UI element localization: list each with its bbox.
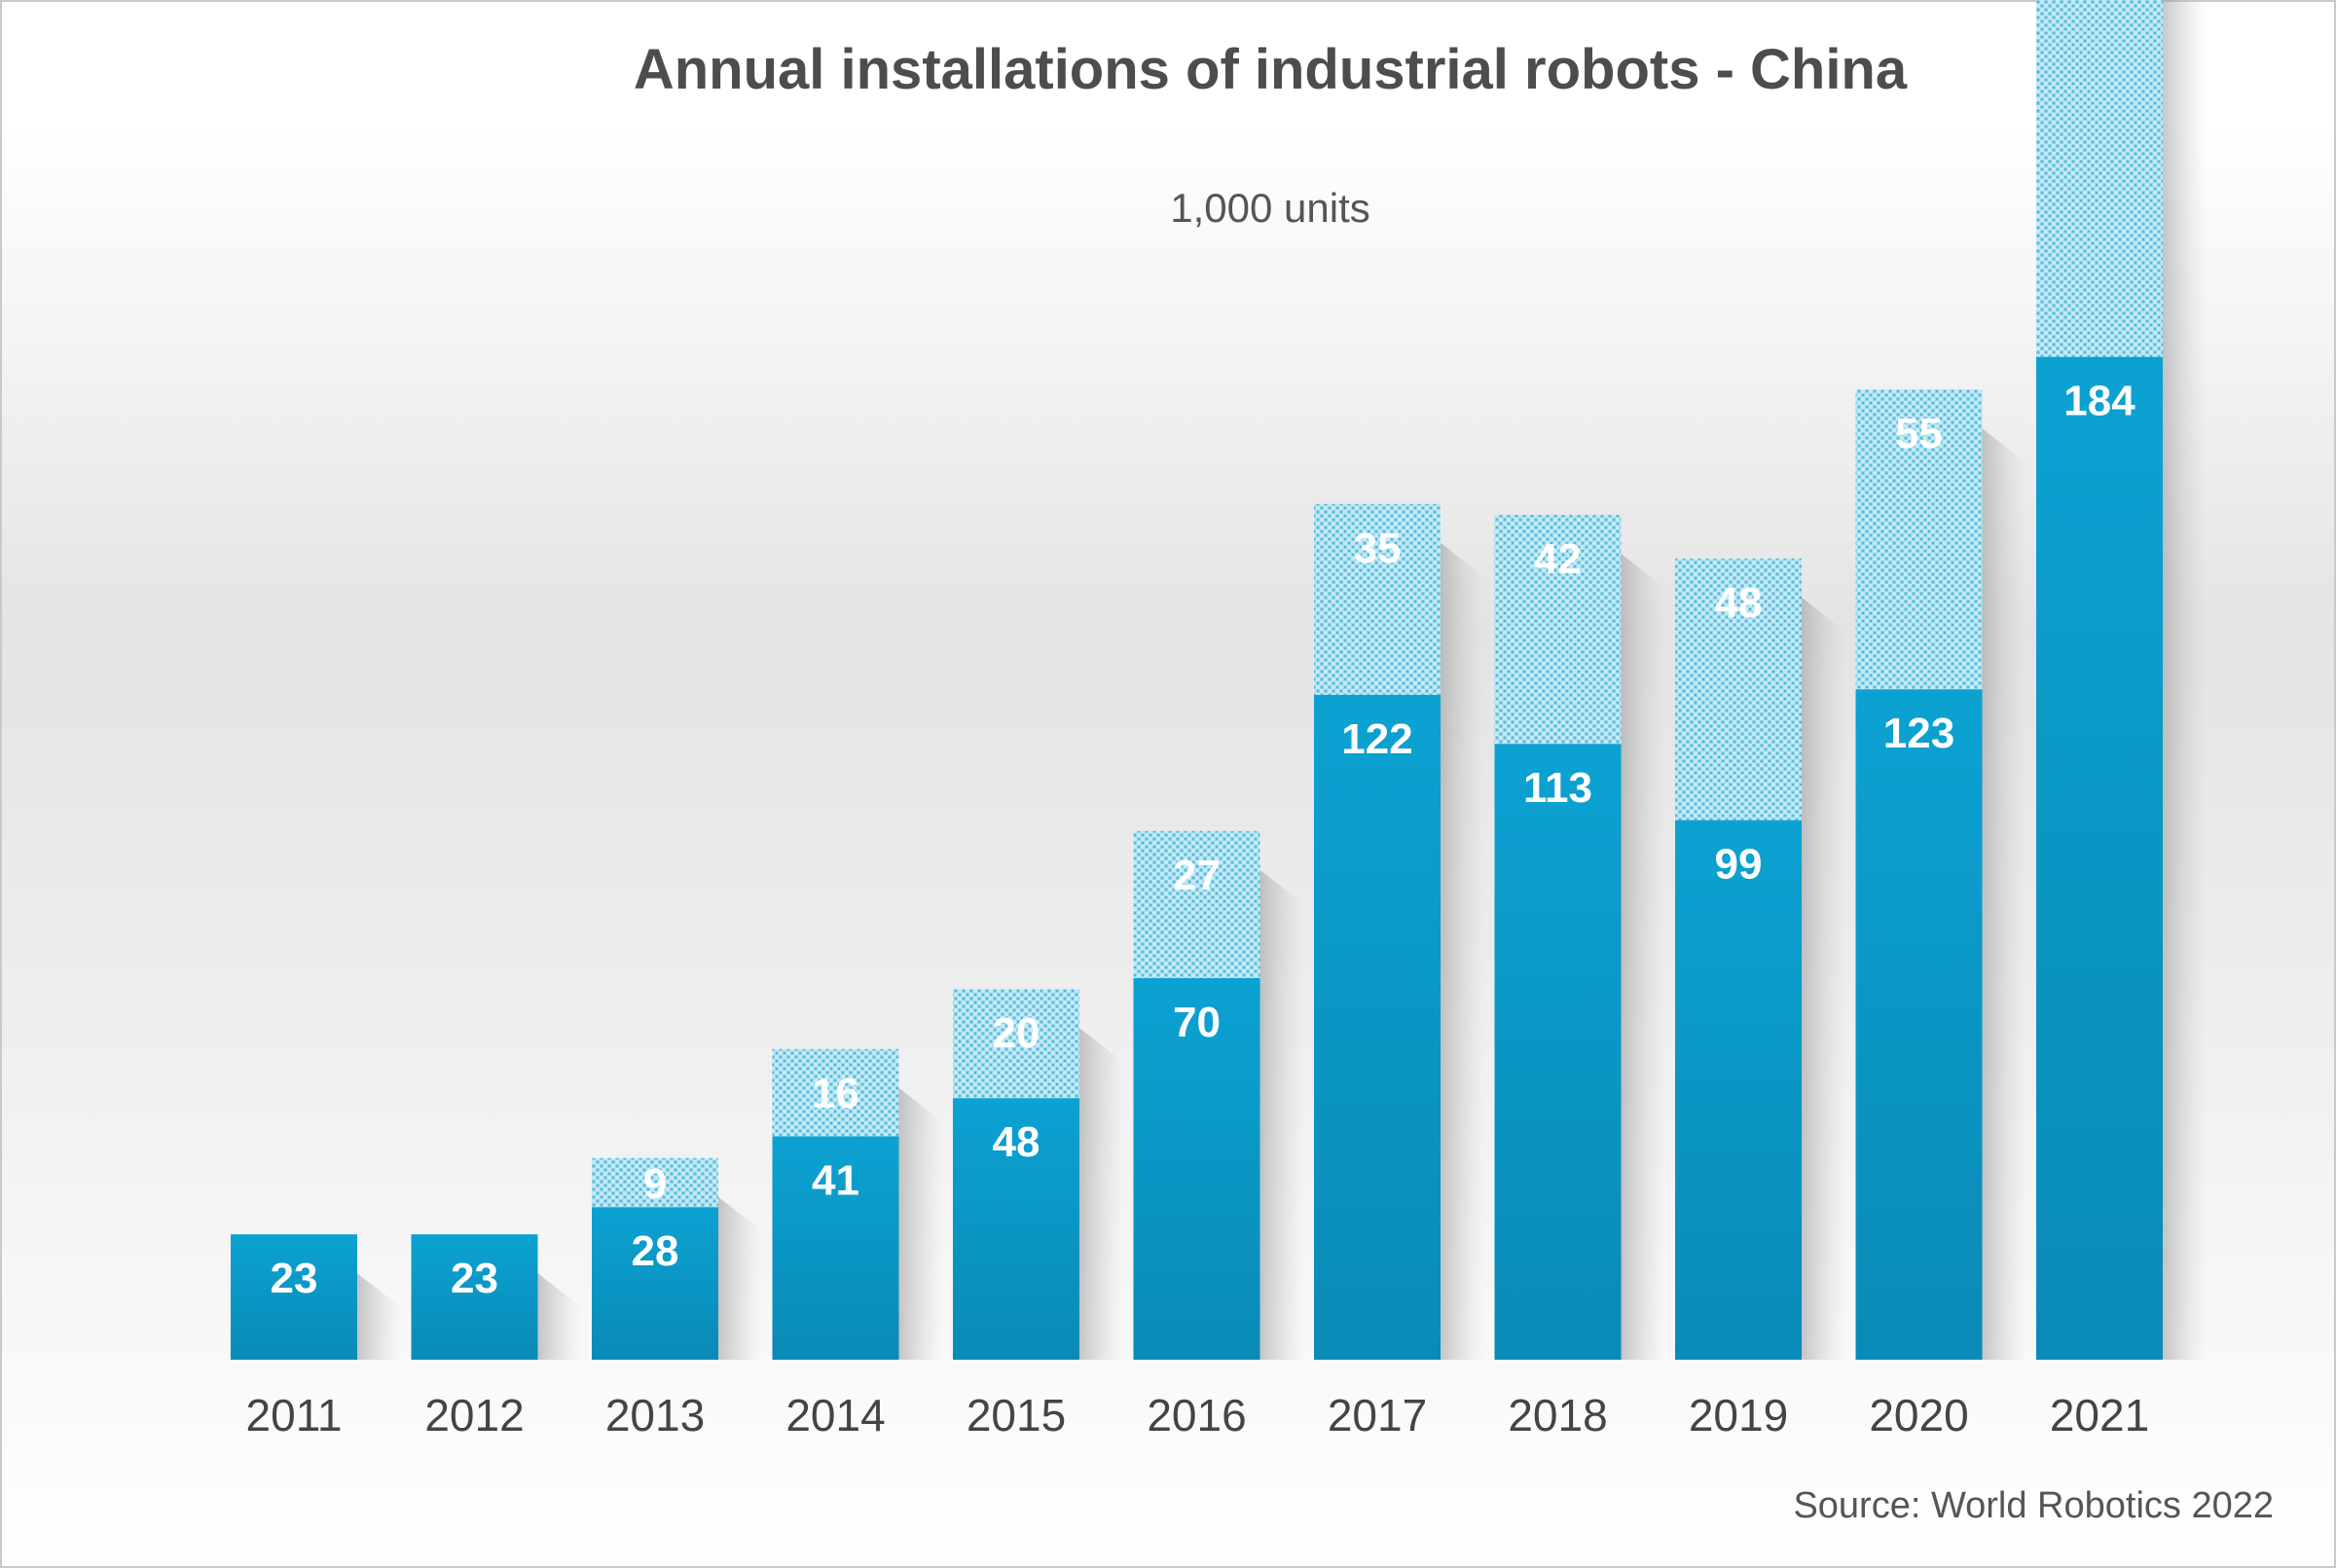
bar-shadow (2163, 0, 2207, 1360)
bar-base-2019 (1675, 820, 1802, 1360)
bar-base-2015 (953, 1098, 1079, 1360)
x-axis-ticks: 2011 2012 2013 2014 2015 2016 2017 2018 2019 2020… (246, 1390, 2150, 1440)
data-label-base-2013: 28 (632, 1227, 679, 1275)
x-tick-label-2020: 2020 (1869, 1390, 1968, 1440)
bar-shadow (1441, 542, 1484, 1360)
data-label-base-2015: 48 (993, 1118, 1040, 1166)
x-tick-label-2014: 2014 (785, 1390, 885, 1440)
bar-shadow (1802, 597, 1845, 1360)
bar-base-2012 (411, 1234, 538, 1360)
x-tick-label-2011: 2011 (246, 1390, 343, 1440)
data-label-increment-2020: 55 (1895, 410, 1943, 457)
data-label-base-2012: 23 (451, 1255, 498, 1302)
data-label-base-2011: 23 (271, 1255, 318, 1302)
x-tick-label-2012: 2012 (424, 1390, 524, 1440)
x-tick-label-2018: 2018 (1508, 1390, 1607, 1440)
data-label-increment-2016: 27 (1173, 852, 1221, 899)
data-label-base-2014: 41 (812, 1156, 859, 1204)
bar-base-2014 (772, 1136, 899, 1360)
bar-increment-2013 (592, 1157, 718, 1208)
data-label-increment-2015: 20 (993, 1009, 1040, 1057)
bar-shadow (1982, 428, 2026, 1360)
bar-increment-2018 (1494, 515, 1622, 745)
data-label-increment-2013: 9 (643, 1160, 667, 1208)
x-tick-label-2019: 2019 (1689, 1390, 1788, 1440)
data-label-base-2017: 122 (1341, 715, 1412, 763)
bar-shadows (357, 0, 2207, 1360)
bar-shadow (537, 1273, 582, 1360)
bar-base-2011 (231, 1234, 357, 1360)
bar-base-2020 (1855, 689, 1983, 1360)
source-note: Source: World Robotics 2022 (1793, 1485, 2274, 1526)
bar-increment-2021 (2036, 0, 2163, 357)
x-tick-label-2016: 2016 (1147, 1390, 1246, 1440)
bar-shadow (357, 1273, 401, 1360)
data-label-base-2021: 184 (2063, 378, 2135, 425)
bar-shadow (1259, 869, 1304, 1360)
data-label-increment-2019: 48 (1715, 579, 1763, 627)
data-label-base-2019: 99 (1715, 841, 1763, 889)
bar-base-2013 (592, 1207, 718, 1360)
x-tick-label-2015: 2015 (967, 1390, 1066, 1440)
bar-base-2021 (2036, 356, 2163, 1361)
bar-shadow (1079, 1028, 1123, 1360)
data-label-base-2016: 70 (1173, 999, 1221, 1046)
data-label-increment-2017: 35 (1354, 525, 1402, 572)
bar-increment-2019 (1675, 558, 1802, 820)
bar-shadow (898, 1087, 943, 1360)
bar-base-2018 (1494, 744, 1622, 1360)
data-label-increment-2014: 16 (812, 1070, 859, 1117)
bar-increment-2015 (953, 989, 1079, 1099)
bar-increment-2016 (1133, 830, 1260, 978)
x-tick-label-2021: 2021 (2050, 1390, 2149, 1440)
data-label-base-2020: 123 (1883, 710, 1954, 757)
bar-shadow (718, 1196, 762, 1360)
bar-increment-2017 (1314, 503, 1441, 695)
value-labels: 23 23 28 9 41 16 48 20 70 27 122 35 113 42 99 48 123 55 18… (271, 378, 2136, 1303)
x-tick-label-2013: 2013 (605, 1390, 705, 1440)
bar-base-2016 (1133, 978, 1260, 1360)
bar-increment-2020 (1855, 389, 1983, 690)
bar-base-2017 (1314, 694, 1441, 1360)
chart-title: Annual installations of industrial robot… (633, 38, 1908, 101)
x-tick-label-2017: 2017 (1328, 1390, 1427, 1440)
chart-subtitle: 1,000 units (1170, 185, 1370, 231)
data-label-increment-2018: 42 (1534, 535, 1582, 583)
bar-shadow (1621, 554, 1665, 1360)
bar-increment-2014 (772, 1048, 899, 1137)
data-label-base-2018: 113 (1523, 764, 1592, 812)
bars-group (231, 0, 2163, 1361)
